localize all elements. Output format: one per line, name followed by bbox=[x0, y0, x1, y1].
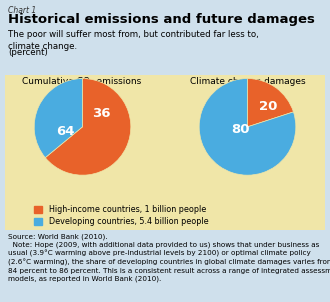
Legend: High-income countries, 1 billion people, Developing countries, 5.4 billion peopl: High-income countries, 1 billion people,… bbox=[34, 205, 208, 226]
Text: Cumulative CO₂ emissions
since 1850: Cumulative CO₂ emissions since 1850 bbox=[22, 77, 142, 97]
Text: The poor will suffer most from, but contributed far less to,
climate change.: The poor will suffer most from, but cont… bbox=[8, 30, 259, 51]
Text: 64: 64 bbox=[56, 125, 75, 138]
Wedge shape bbox=[199, 79, 296, 175]
Wedge shape bbox=[248, 79, 293, 127]
Text: Historical emissions and future damages: Historical emissions and future damages bbox=[8, 13, 315, 26]
Wedge shape bbox=[45, 79, 131, 175]
Wedge shape bbox=[34, 79, 82, 158]
Text: 36: 36 bbox=[92, 107, 110, 120]
FancyBboxPatch shape bbox=[5, 75, 325, 230]
Text: Climate change damages
through 2100: Climate change damages through 2100 bbox=[190, 77, 306, 97]
Text: 20: 20 bbox=[259, 100, 277, 113]
Text: Source: World Bank (2010).: Source: World Bank (2010). bbox=[8, 234, 108, 240]
Text: (percent): (percent) bbox=[8, 48, 48, 57]
Text: Note: Hope (2009, with additional data provided to us) shows that under business: Note: Hope (2009, with additional data p… bbox=[8, 241, 330, 282]
Text: 80: 80 bbox=[231, 123, 249, 136]
Text: Chart 1: Chart 1 bbox=[8, 6, 36, 15]
